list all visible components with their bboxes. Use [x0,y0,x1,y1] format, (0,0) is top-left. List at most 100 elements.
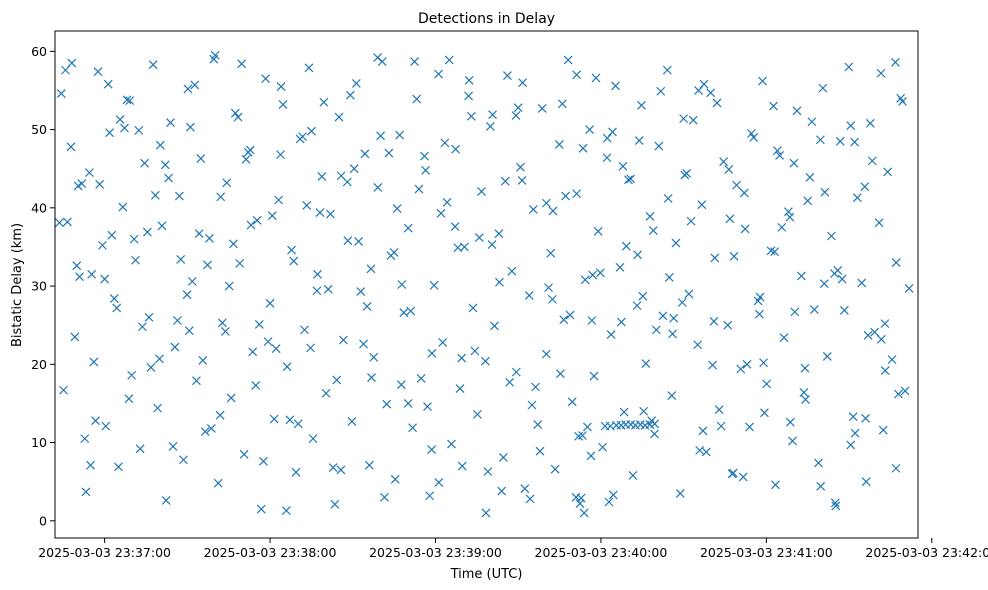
data-point [742,359,752,369]
data-point [206,424,216,433]
data-point [222,178,232,188]
data-point [602,133,612,143]
data-point [304,63,314,73]
data-point [675,488,685,498]
data-point [85,168,94,178]
data-point [196,154,206,163]
data-point [684,289,694,299]
data-point [347,416,357,426]
data-point [164,173,174,183]
data-point [850,137,860,147]
data-point [669,313,679,323]
data-point [389,247,399,257]
data-point [844,62,854,72]
data-point [770,247,780,257]
data-point [582,422,592,432]
data-point [291,467,301,477]
data-point [360,149,370,159]
data-point [759,358,769,368]
data-point [559,315,569,325]
data-point [587,316,597,325]
data-point [228,239,238,249]
data-point [183,84,193,94]
data-point [788,436,797,446]
data-point [447,439,456,449]
data-point [254,319,264,329]
data-point [904,283,914,293]
data-point [187,276,197,286]
data-point [497,486,507,496]
data-point [373,183,383,192]
data-point [312,286,322,296]
data-point [593,226,603,236]
data-point [470,346,480,356]
data-point [861,413,871,423]
data-point [376,131,386,141]
data-point [246,220,256,230]
data-point [395,130,405,140]
data-point [293,419,303,429]
data-point [677,298,687,307]
data-point [427,445,437,455]
data-point [423,402,432,411]
data-point [129,234,139,244]
data-point [97,240,107,250]
data-point [220,327,230,336]
data-point [494,229,504,239]
data-point [554,140,564,149]
data-point [633,250,643,260]
data-point [464,75,474,85]
data-point [192,376,201,386]
data-point [608,490,618,500]
data-point [891,258,901,268]
data-point [632,301,642,311]
data-point [785,212,795,222]
data-point [835,136,845,146]
data-point [226,393,236,403]
data-point [876,68,886,78]
data-point [137,322,147,332]
data-point [517,176,527,185]
data-point [56,89,66,99]
data-point [803,196,813,206]
data-point [256,504,266,514]
data-point [172,316,182,325]
data-point [604,497,614,507]
data-point [120,123,129,133]
data-point [429,280,439,290]
data-point [769,101,778,111]
data-point [369,352,379,362]
data-point [694,86,703,95]
data-point [595,268,605,278]
data-point [863,330,873,340]
data-point [230,108,240,118]
data-point [326,209,335,219]
data-point [351,78,361,88]
data-point [766,246,776,256]
data-point [464,91,474,101]
data-point [306,126,316,136]
data-point [54,218,64,228]
data-point [651,325,661,335]
data-point [572,70,582,80]
data-point [668,329,678,339]
data-point [75,272,84,282]
data-point [89,357,99,367]
data-point [760,408,769,418]
data-point [105,128,115,138]
data-point [300,325,309,335]
data-point [831,501,841,511]
data-point [103,79,113,89]
data-point [134,125,144,135]
data-point [364,460,374,470]
data-point [144,312,154,322]
data-point [740,224,750,234]
data-point [455,384,465,393]
data-point [505,377,515,387]
data-point [313,269,322,279]
data-point [710,253,720,263]
data-point [822,352,832,361]
data-point [425,491,435,501]
data-point [686,216,696,226]
